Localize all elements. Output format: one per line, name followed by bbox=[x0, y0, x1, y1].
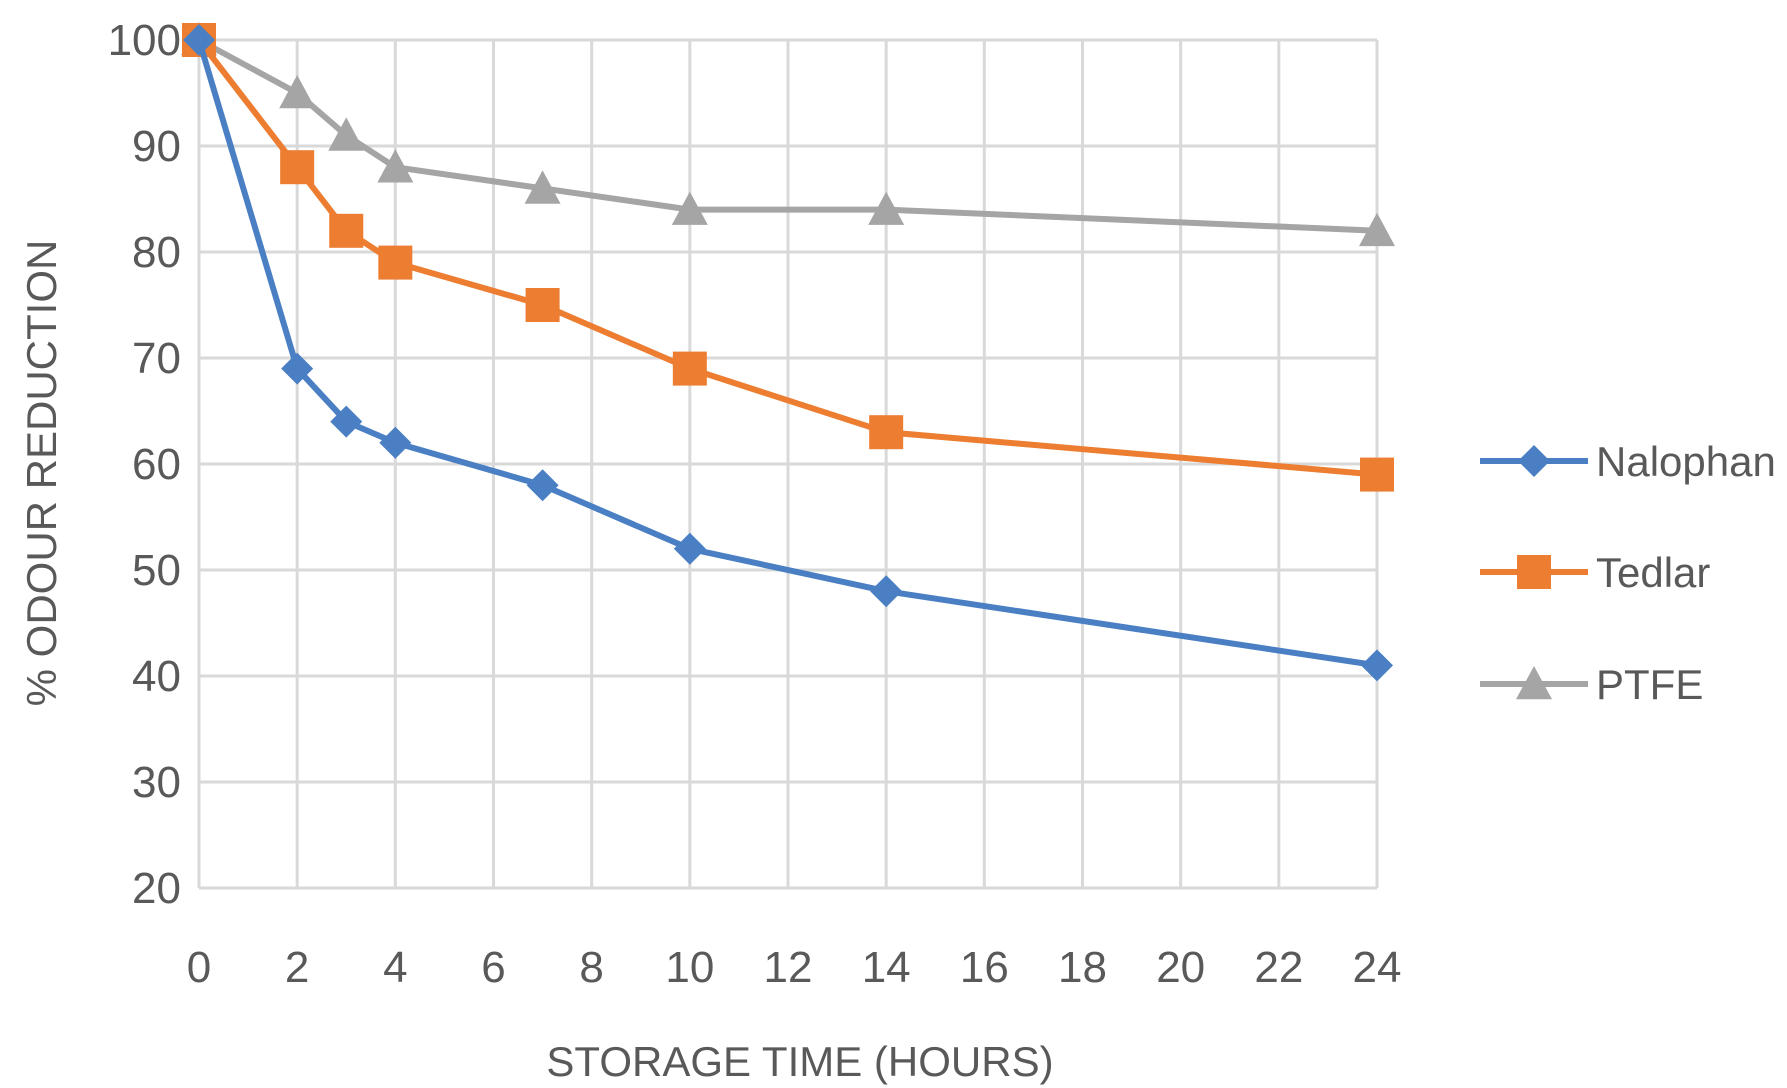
series-line-nalophan bbox=[196, 39, 1378, 669]
legend-item-ptfe: PTFE bbox=[1480, 661, 1703, 708]
x-axis-ticks: 0 2 4 6 8 10 12 14 16 18 20 22 24 bbox=[187, 943, 1402, 992]
y-tick-label: 100 bbox=[108, 16, 181, 65]
data-point-tedlar bbox=[672, 351, 707, 386]
y-tick-label: 40 bbox=[132, 652, 181, 701]
series-tedlar bbox=[182, 23, 1394, 492]
data-point-ptfe bbox=[524, 170, 561, 204]
legend-marker-ptfe bbox=[1516, 666, 1552, 700]
x-axis-title: STORAGE TIME (HOURS) bbox=[546, 1038, 1053, 1085]
data-point-ptfe bbox=[377, 149, 414, 183]
data-point-nalophan bbox=[379, 426, 412, 459]
data-point-ptfe bbox=[671, 191, 708, 225]
y-tick-label: 70 bbox=[132, 334, 181, 383]
y-axis-ticks: 20 30 40 50 60 70 80 90 100 bbox=[108, 16, 181, 913]
x-tick-label: 0 bbox=[187, 943, 211, 992]
y-tick-label: 20 bbox=[132, 864, 181, 913]
x-tick-label: 12 bbox=[764, 943, 813, 992]
x-tick-label: 18 bbox=[1058, 943, 1107, 992]
data-point-ptfe bbox=[328, 117, 365, 151]
x-tick-label: 22 bbox=[1254, 943, 1303, 992]
data-point-nalophan bbox=[870, 575, 903, 608]
data-point-nalophan bbox=[281, 352, 314, 385]
legend-item-nalophan: Nalophan bbox=[1480, 438, 1776, 485]
series-nalophan bbox=[183, 24, 1393, 682]
data-point-nalophan bbox=[673, 532, 706, 565]
y-tick-label: 50 bbox=[132, 546, 181, 595]
x-tick-label: 4 bbox=[383, 943, 407, 992]
data-point-nalophan bbox=[1361, 649, 1393, 682]
x-tick-label: 2 bbox=[285, 943, 309, 992]
data-point-tedlar bbox=[280, 150, 315, 185]
data-point-tedlar bbox=[378, 245, 413, 280]
y-tick-label: 90 bbox=[132, 122, 181, 171]
x-tick-label: 6 bbox=[481, 943, 505, 992]
data-point-ptfe bbox=[1359, 212, 1395, 247]
legend-label: Tedlar bbox=[1596, 549, 1710, 596]
legend-marker-tedlar bbox=[1517, 555, 1551, 589]
data-point-nalophan bbox=[183, 24, 215, 56]
data-point-tedlar bbox=[1360, 457, 1394, 492]
legend-label: PTFE bbox=[1596, 661, 1703, 708]
legend: Nalophan Tedlar PTFE bbox=[1480, 438, 1776, 708]
data-point-ptfe bbox=[868, 191, 905, 225]
x-tick-label: 8 bbox=[579, 943, 603, 992]
legend-label: Nalophan bbox=[1596, 438, 1776, 485]
legend-marker-nalophan bbox=[1518, 445, 1550, 477]
data-point-nalophan bbox=[526, 469, 559, 502]
gridlines bbox=[197, 38, 1379, 890]
x-tick-label: 20 bbox=[1156, 943, 1205, 992]
y-axis-title: % ODOUR REDUCTION bbox=[18, 240, 65, 707]
x-tick-label: 14 bbox=[862, 943, 911, 992]
x-tick-label: 24 bbox=[1353, 943, 1402, 992]
data-point-tedlar bbox=[329, 213, 364, 248]
x-tick-label: 10 bbox=[665, 943, 714, 992]
y-tick-label: 80 bbox=[132, 228, 181, 277]
data-point-tedlar bbox=[525, 288, 560, 322]
y-tick-label: 60 bbox=[132, 440, 181, 489]
data-point-tedlar bbox=[869, 415, 904, 450]
legend-item-tedlar: Tedlar bbox=[1480, 549, 1710, 596]
x-tick-label: 16 bbox=[960, 943, 1009, 992]
data-point-ptfe bbox=[279, 75, 316, 109]
series-layer bbox=[181, 22, 1395, 682]
data-point-nalophan bbox=[330, 405, 363, 438]
y-tick-label: 30 bbox=[132, 758, 181, 807]
